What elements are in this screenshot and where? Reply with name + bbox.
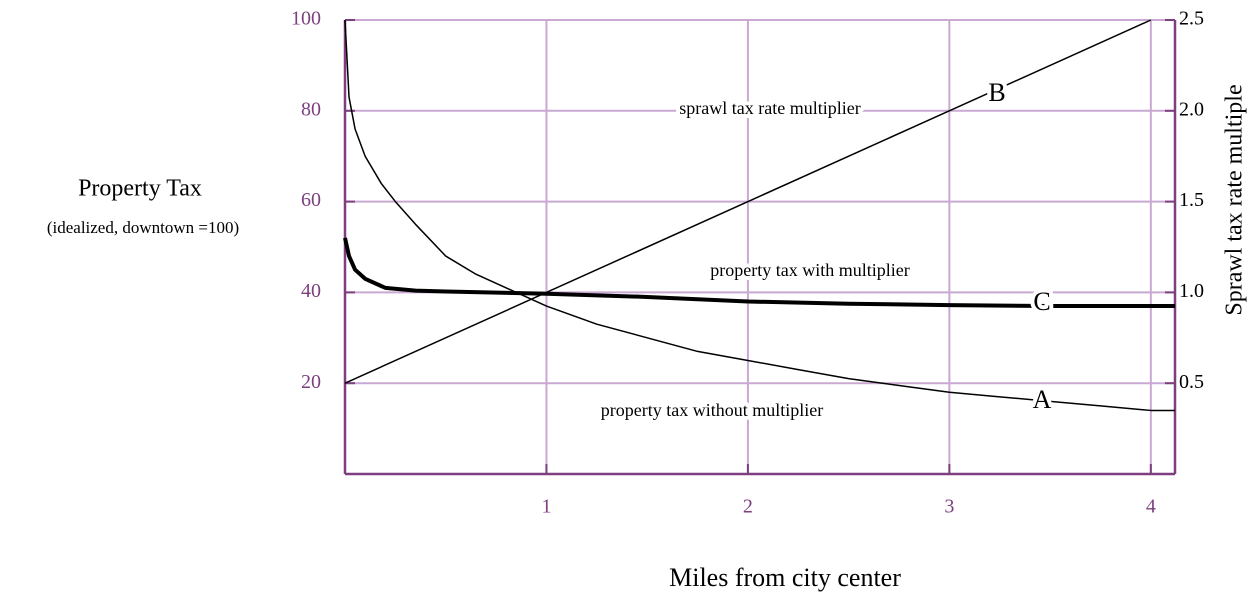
x-tick-label: 3 xyxy=(944,496,954,518)
y2-tick-label: 0.5 xyxy=(1179,371,1204,393)
x-tick-label: 1 xyxy=(541,496,551,518)
series-line xyxy=(344,19,1175,412)
y2-tick-label: 2.0 xyxy=(1179,98,1204,120)
y2-tick-label: 2.5 xyxy=(1179,8,1204,30)
y-tick-label: 40 xyxy=(301,280,321,302)
y2-tick-label: 1.5 xyxy=(1179,189,1204,211)
annotation: property tax without multiplier xyxy=(601,400,823,420)
series-label: B xyxy=(988,78,1005,107)
x-tick-label: 2 xyxy=(743,496,753,518)
annotation: property tax with multiplier xyxy=(710,260,909,280)
y-axis-sublabel: (idealized, downtown =100) xyxy=(47,218,239,237)
annotation: sprawl tax rate multiplier xyxy=(679,98,860,118)
x-tick-label: 4 xyxy=(1146,496,1156,518)
series-line xyxy=(344,19,1152,384)
y-tick-label: 20 xyxy=(301,371,321,393)
y-tick-label: 60 xyxy=(301,189,321,211)
series-line xyxy=(343,237,1175,309)
series-label: C xyxy=(1033,287,1050,316)
series-label: A xyxy=(1033,385,1052,414)
y-axis-label: Property Tax xyxy=(78,176,202,202)
y2-axis-label: Sprawl tax rate multiple xyxy=(1222,84,1248,315)
y-tick-label: 80 xyxy=(301,98,321,120)
x-axis-label: Miles from city center xyxy=(669,563,901,592)
y-tick-label: 100 xyxy=(291,8,321,30)
y2-tick-label: 1.0 xyxy=(1179,280,1204,302)
